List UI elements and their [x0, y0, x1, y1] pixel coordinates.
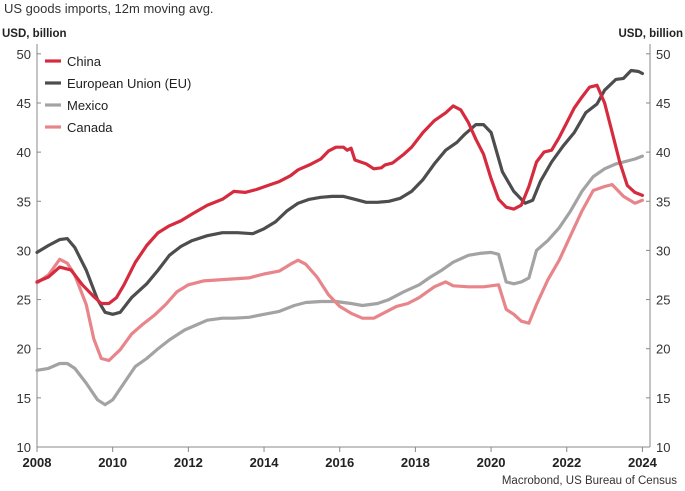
y-tick-label-right: 30	[656, 243, 670, 258]
y-tick-label-right: 10	[656, 440, 670, 455]
x-tick-label: 2018	[401, 455, 430, 470]
right-axis-unit: USD, billion	[618, 28, 683, 40]
legend-label: Canada	[67, 120, 113, 135]
series-line-canada	[35, 183, 644, 363]
x-tick-label: 2008	[23, 455, 52, 470]
y-tick-label-right: 25	[656, 293, 670, 308]
y-tick-label-right: 15	[656, 391, 670, 406]
source-note: Macrobond, US Bureau of Census	[501, 475, 677, 487]
y-tick-label-left: 15	[17, 391, 31, 406]
series-line-mexico	[35, 154, 644, 407]
legend-label: Mexico	[67, 98, 108, 113]
x-tick-label: 2022	[552, 455, 581, 470]
x-tick-label: 2010	[98, 455, 127, 470]
x-tick-label: 2012	[174, 455, 203, 470]
y-tick-label-left: 45	[17, 96, 31, 111]
series-line-china	[35, 83, 644, 306]
chart-title: US goods imports, 12m moving avg.	[4, 1, 214, 16]
x-tick-label: 2014	[250, 455, 280, 470]
y-tick-label-left: 50	[17, 47, 31, 62]
y-tick-label-right: 35	[656, 194, 670, 209]
y-tick-label-right: 45	[656, 96, 670, 111]
left-axis-unit: USD, billion	[2, 28, 67, 40]
x-tick-label: 2020	[477, 455, 506, 470]
y-tick-label-left: 25	[17, 293, 31, 308]
y-tick-label-left: 40	[17, 145, 31, 160]
y-tick-label-right: 20	[656, 342, 670, 357]
x-tick-label: 2024	[628, 455, 658, 470]
y-tick-label-left: 35	[17, 194, 31, 209]
x-tick-label: 2016	[325, 455, 354, 470]
y-tick-label-left: 30	[17, 243, 31, 258]
y-tick-label-left: 20	[17, 342, 31, 357]
series-line-european-union-eu	[35, 68, 644, 316]
y-tick-label-right: 50	[656, 47, 670, 62]
y-tick-label-left: 10	[17, 440, 31, 455]
legend-label: China	[67, 54, 102, 69]
y-tick-label-right: 40	[656, 145, 670, 160]
legend-label: European Union (EU)	[67, 76, 191, 91]
